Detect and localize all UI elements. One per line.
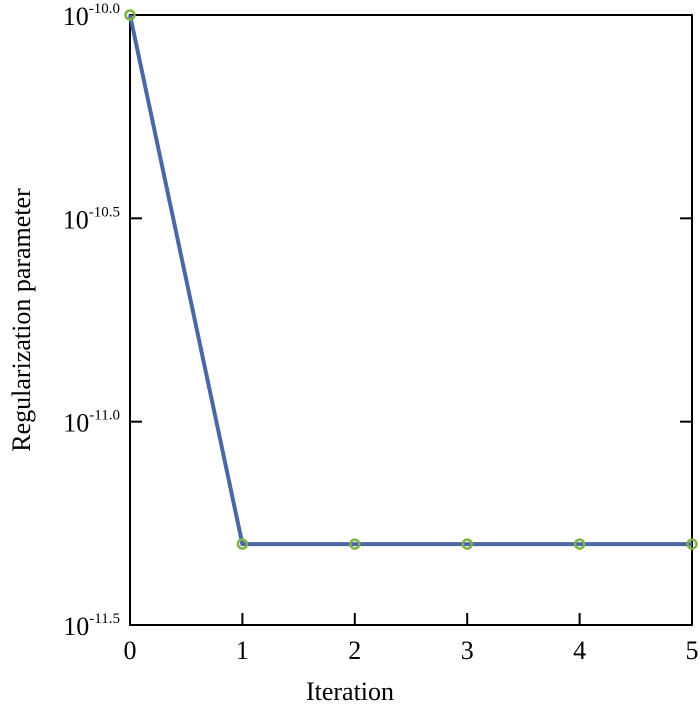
x-axis-label: Iteration [306,677,394,706]
x-tick-label: 4 [573,636,586,665]
y-tick-label: 10-10.0 [63,1,120,31]
data-point [573,538,586,550]
data-point [686,538,698,550]
plot-frame [129,14,693,626]
y-tick-label: 10-11.0 [63,408,120,438]
x-tick-label: 2 [348,636,361,665]
x-tick-label: 5 [686,636,699,665]
y-axis-label: Regularization parameter [7,188,36,452]
x-tick-label: 3 [461,636,474,665]
y-tick-label: 10-10.5 [63,204,120,234]
data-point [236,538,249,550]
data-point [461,538,473,550]
y-tick-label: 10-11.5 [63,611,120,641]
x-tick-label: 1 [236,636,249,665]
data-point [349,538,361,550]
x-tick-label: 0 [124,636,137,665]
series-line [128,14,692,547]
data-point [124,9,136,21]
